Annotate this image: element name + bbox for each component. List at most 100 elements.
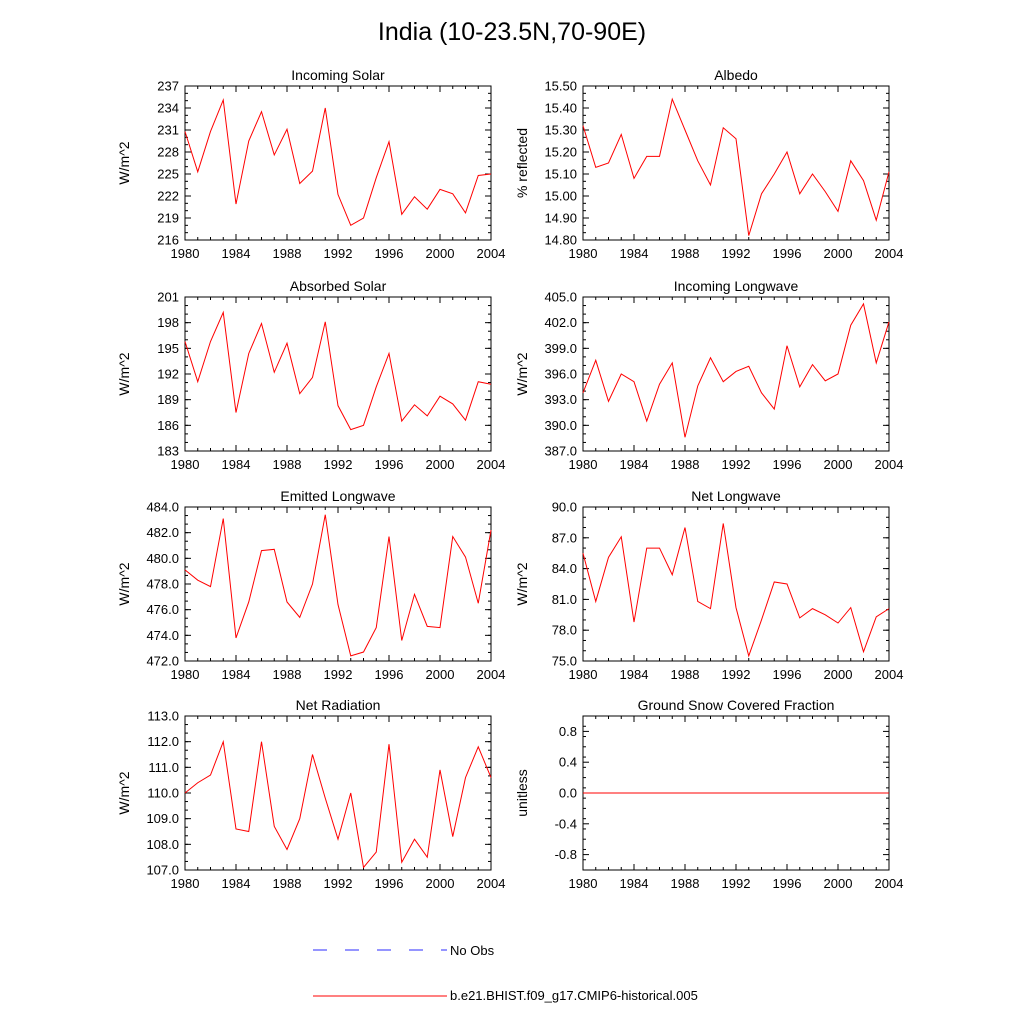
y-tick-label: 399.0: [544, 341, 577, 356]
x-tick-label: 1996: [375, 667, 404, 682]
y-tick-label: 108.0: [146, 837, 179, 852]
y-tick-label: 14.80: [544, 233, 577, 248]
y-tick-label: 393.0: [544, 392, 577, 407]
panel-title: Net Radiation: [296, 697, 381, 713]
y-ticks: [583, 296, 889, 452]
x-tick-label: 1992: [324, 667, 353, 682]
x-tick-label: 1992: [324, 457, 353, 472]
x-tick-label: 1996: [773, 457, 802, 472]
y-tick-label: 237: [157, 79, 179, 94]
plot-frame: [184, 506, 492, 662]
y-tick-label: 198: [157, 315, 179, 330]
y-tick-label: 107.0: [146, 863, 179, 878]
x-tick-label: 2004: [477, 667, 506, 682]
y-tick-label: 234: [157, 101, 179, 116]
y-tick-label: 113.0: [147, 709, 179, 724]
series-line: [184, 739, 492, 869]
y-ticks: [185, 715, 491, 871]
series-line: [582, 523, 890, 658]
panel-title: Incoming Longwave: [674, 278, 799, 294]
x-tick-label: 1984: [222, 667, 251, 682]
y-tick-label: 15.10: [544, 167, 577, 182]
panel-2: 1980 1984 1988 1992 1996 2000 2004 15.50 15.40 15…: [514, 67, 903, 261]
x-tick-label: 1992: [722, 667, 751, 682]
legend-obs-label: No Obs: [450, 943, 495, 958]
y-ticks: [185, 85, 491, 241]
x-tick-label: 2000: [824, 457, 853, 472]
y-axis-label: % reflected: [514, 128, 530, 198]
x-tick-label: 1988: [273, 667, 302, 682]
y-tick-label: 0.0: [559, 786, 577, 801]
x-tick-label: 2004: [875, 246, 904, 261]
y-axis-label: W/m^2: [116, 352, 132, 395]
x-minor-ticks: [582, 716, 890, 870]
x-tick-label: 2000: [824, 246, 853, 261]
x-tick-label: 1996: [773, 246, 802, 261]
x-tick-label: 1996: [773, 667, 802, 682]
x-tick-label: 1992: [722, 457, 751, 472]
x-tick-label: 1988: [671, 246, 700, 261]
x-tick-label: 1980: [171, 876, 200, 891]
y-tick-label: 192: [157, 367, 179, 382]
x-tick-label: 2004: [875, 876, 904, 891]
y-axis-label: W/m^2: [116, 771, 132, 814]
x-tick-label: 1992: [324, 246, 353, 261]
series-line: [184, 97, 492, 227]
y-tick-label: 0.4: [559, 755, 577, 770]
panels: 1980 1984 1988 1992 1996 2000 2004 237 234 231 228…: [116, 67, 903, 891]
y-tick-label: 109.0: [146, 811, 179, 826]
x-tick-label: 1984: [222, 457, 251, 472]
y-tick-label: 87.0: [552, 530, 577, 545]
y-tick-label: 183: [157, 444, 179, 459]
x-tick-label: 1992: [722, 246, 751, 261]
x-tick-label: 1980: [569, 457, 598, 472]
y-tick-label: 390.0: [544, 418, 577, 433]
y-tick-label: 387.0: [544, 444, 577, 459]
y-tick-label: 225: [157, 167, 179, 182]
y-ticks: [583, 715, 889, 871]
x-tick-label: 1988: [273, 876, 302, 891]
y-tick-label: 110.0: [147, 786, 179, 801]
y-tick-label: 186: [157, 418, 179, 433]
x-tick-label: 2000: [426, 876, 455, 891]
plot-frame: [582, 85, 890, 241]
y-tick-label: 216: [157, 233, 179, 248]
y-tick-label: 476.0: [146, 602, 179, 617]
y-ticks: [583, 85, 889, 241]
y-tick-label: 0.8: [559, 724, 577, 739]
x-tick-label: 1996: [773, 876, 802, 891]
x-tick-label: 1984: [620, 876, 649, 891]
x-tick-label: 1984: [222, 246, 251, 261]
x-tick-label: 2004: [477, 246, 506, 261]
x-minor-ticks: [582, 86, 890, 240]
y-tick-label: 484.0: [146, 500, 179, 515]
panel-1: 1980 1984 1988 1992 1996 2000 2004 237 234 231 228…: [116, 67, 505, 261]
panel-3: 1980 1984 1988 1992 1996 2000 2004 201 198 195 192…: [116, 278, 505, 472]
y-tick-label: 81.0: [552, 592, 577, 607]
x-tick-label: 1996: [375, 457, 404, 472]
legend-model-label: b.e21.BHIST.f09_g17.CMIP6-historical.005: [450, 988, 698, 1003]
x-tick-label: 1988: [671, 667, 700, 682]
y-tick-label: 195: [157, 341, 179, 356]
x-tick-label: 1984: [222, 876, 251, 891]
y-tick-label: 478.0: [146, 577, 179, 592]
x-tick-label: 1984: [620, 457, 649, 472]
y-tick-label: 90.0: [552, 500, 577, 515]
x-tick-label: 2000: [426, 246, 455, 261]
x-tick-label: 1980: [171, 457, 200, 472]
y-tick-label: 402.0: [544, 315, 577, 330]
x-tick-label: 1980: [569, 667, 598, 682]
y-tick-label: 75.0: [552, 654, 577, 669]
y-tick-label: 15.40: [544, 101, 577, 116]
x-tick-label: 2004: [477, 876, 506, 891]
x-tick-label: 2000: [426, 667, 455, 682]
x-tick-label: 2004: [477, 457, 506, 472]
x-tick-label: 1988: [273, 457, 302, 472]
panel-6: 1980 1984 1988 1992 1996 2000 2004 90.0 87.0 84.0…: [514, 488, 903, 682]
y-axis-label: W/m^2: [116, 141, 132, 184]
panel-title: Absorbed Solar: [290, 278, 387, 294]
y-axis-label: unitless: [514, 769, 530, 816]
x-tick-label: 2000: [824, 876, 853, 891]
y-tick-label: 472.0: [146, 654, 179, 669]
